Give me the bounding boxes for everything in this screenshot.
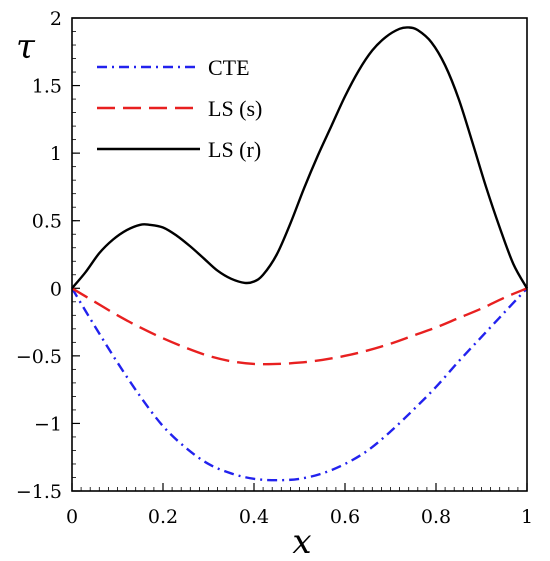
series-lines xyxy=(70,26,529,482)
y-tick-label: −1 xyxy=(34,413,62,435)
y-tick-label: −0.5 xyxy=(16,346,62,368)
x-tick-label: 1 xyxy=(521,506,533,528)
plot-frame xyxy=(71,17,528,492)
legend-label: LS (s) xyxy=(208,96,262,121)
y-tick-label: −1.5 xyxy=(16,481,62,503)
major-ticks xyxy=(71,17,528,492)
series-line-cte xyxy=(70,287,528,482)
y-tick-label: 1 xyxy=(50,143,62,165)
y-axis-title: τ xyxy=(16,27,36,67)
x-axis-title: x xyxy=(292,522,311,561)
legend-label: CTE xyxy=(208,55,250,80)
legend-label: LS (r) xyxy=(208,137,261,162)
x-tick-label: 0.6 xyxy=(330,506,360,528)
legend: CTE LS (s) LS (r) xyxy=(97,55,262,162)
minor-ticks xyxy=(71,17,528,492)
y-tick-label: 2 xyxy=(50,8,62,30)
x-tick-label: 0.2 xyxy=(148,506,178,528)
x-tick-label: 0 xyxy=(66,506,78,528)
tick-labels: 0 0.2 0.4 0.6 0.8 1 −1.5 −1 −0.5 0 0.5 1 1.5 2 xyxy=(16,8,533,528)
series-line-ls-s xyxy=(71,287,528,366)
series-line-ls-r xyxy=(71,26,529,290)
y-tick-label: 1.5 xyxy=(32,76,62,98)
x-tick-label: 0.8 xyxy=(421,506,451,528)
y-tick-label: 0 xyxy=(50,278,62,300)
y-tick-label: 0.5 xyxy=(32,211,62,233)
x-tick-label: 0.4 xyxy=(239,506,269,528)
